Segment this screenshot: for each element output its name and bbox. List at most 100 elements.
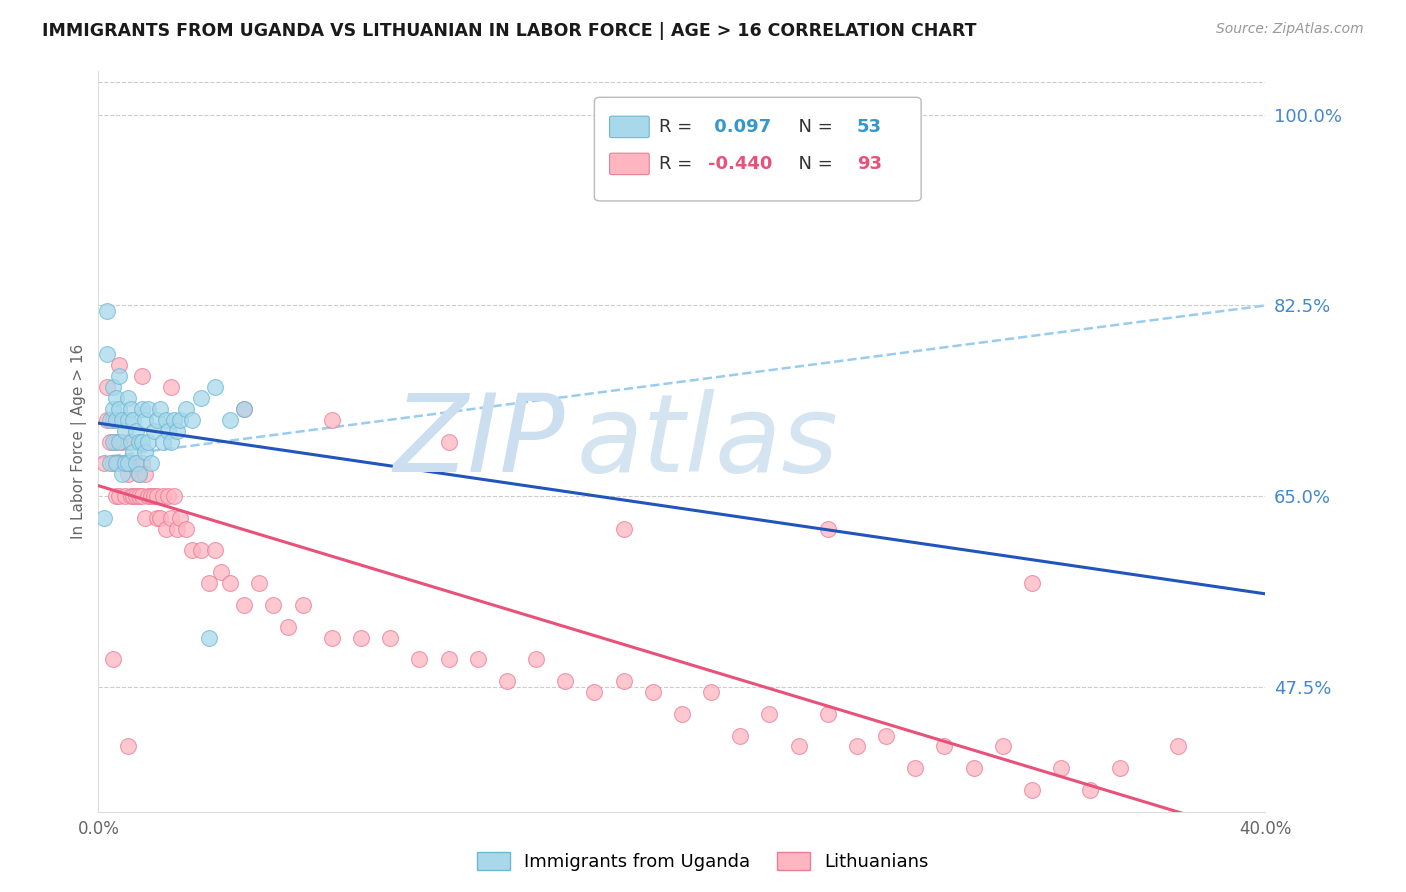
Point [160, 434, 183, 449]
Point [496, 674, 519, 689]
Point [163, 413, 186, 427]
Point [166, 424, 188, 438]
FancyBboxPatch shape [610, 116, 650, 137]
Point [169, 413, 191, 427]
Point [93, 456, 115, 470]
Point [104, 391, 127, 405]
Point [160, 380, 183, 394]
Point [136, 489, 159, 503]
Point [437, 434, 460, 449]
Point [1021, 576, 1043, 591]
Point [114, 456, 136, 470]
Point [114, 456, 136, 470]
Point [846, 739, 869, 754]
Point [96, 304, 118, 318]
Point [139, 489, 162, 503]
Point [467, 652, 489, 666]
Text: 53: 53 [858, 118, 882, 136]
Point [174, 522, 197, 536]
Point [169, 510, 191, 524]
Text: R =: R = [658, 118, 697, 136]
Point [209, 565, 232, 579]
Point [554, 674, 576, 689]
Point [108, 359, 131, 373]
Point [93, 510, 115, 524]
Point [136, 434, 159, 449]
Point [160, 510, 183, 524]
Point [108, 456, 131, 470]
Point [233, 401, 256, 416]
Point [101, 380, 124, 394]
Text: 0.097: 0.097 [707, 118, 770, 136]
Point [101, 413, 124, 427]
Point [98, 413, 121, 427]
Text: ZIP: ZIP [394, 389, 565, 494]
Point [111, 413, 134, 427]
Point [131, 489, 153, 503]
Point [122, 489, 145, 503]
Point [114, 489, 136, 503]
Point [117, 467, 139, 482]
Point [1080, 783, 1102, 797]
Point [96, 380, 118, 394]
Text: atlas: atlas [576, 389, 839, 494]
Legend: Immigrants from Uganda, Lithuanians: Immigrants from Uganda, Lithuanians [470, 845, 936, 879]
Point [321, 631, 343, 645]
Point [671, 706, 693, 721]
Point [111, 434, 134, 449]
Point [101, 652, 124, 666]
Point [98, 456, 121, 470]
Point [111, 467, 134, 482]
Point [146, 489, 169, 503]
Point [641, 685, 664, 699]
Point [125, 456, 148, 470]
Point [190, 391, 212, 405]
Point [108, 401, 131, 416]
FancyBboxPatch shape [610, 153, 650, 175]
Point [904, 761, 927, 775]
Point [125, 456, 148, 470]
Point [612, 674, 634, 689]
Point [120, 401, 142, 416]
Point [101, 456, 124, 470]
Point [128, 489, 150, 503]
Point [962, 761, 984, 775]
Point [198, 576, 221, 591]
Point [134, 445, 156, 459]
Point [146, 510, 169, 524]
Point [134, 413, 156, 427]
Point [142, 424, 165, 438]
Point [1021, 783, 1043, 797]
Point [111, 456, 134, 470]
Point [233, 598, 256, 612]
Point [1108, 761, 1130, 775]
Point [101, 434, 124, 449]
Point [120, 456, 142, 470]
Point [131, 456, 153, 470]
Point [117, 434, 139, 449]
Point [204, 543, 226, 558]
Point [218, 413, 240, 427]
Point [114, 424, 136, 438]
Point [136, 401, 159, 416]
Point [128, 467, 150, 482]
Point [437, 652, 460, 666]
Point [817, 522, 839, 536]
Point [117, 413, 139, 427]
Point [218, 576, 240, 591]
Point [98, 434, 121, 449]
Point [139, 456, 162, 470]
Point [180, 413, 202, 427]
Point [149, 401, 172, 416]
Point [104, 413, 127, 427]
Point [104, 456, 127, 470]
Point [321, 413, 343, 427]
Point [991, 739, 1014, 754]
Point [758, 706, 780, 721]
Point [198, 631, 221, 645]
Point [152, 489, 174, 503]
Text: R =: R = [658, 155, 697, 173]
Point [380, 631, 402, 645]
Point [108, 434, 131, 449]
Point [134, 510, 156, 524]
